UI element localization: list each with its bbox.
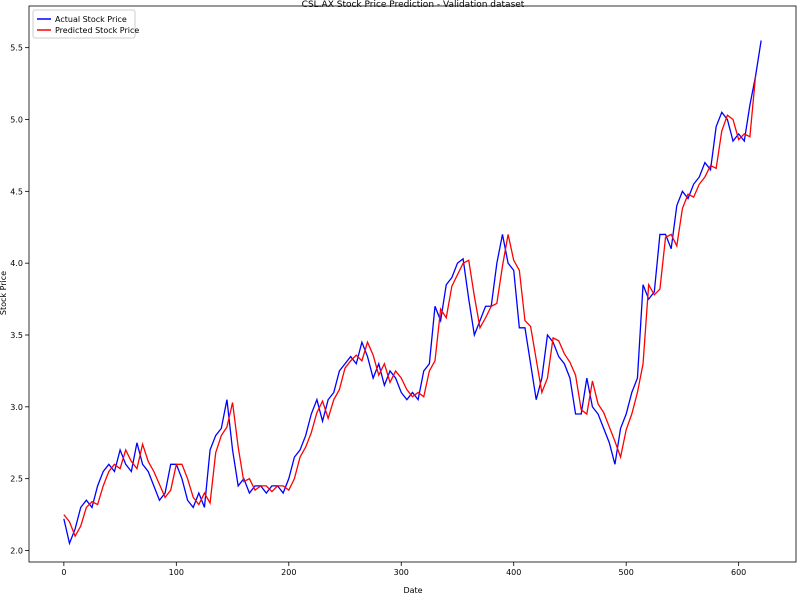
y-axis-label: Stock Price: [0, 271, 8, 315]
x-tick-label: 0: [61, 568, 66, 577]
y-tick-label: 5.0: [10, 115, 23, 124]
x-axis-label: Date: [403, 586, 422, 594]
y-tick-label: 3.5: [10, 331, 23, 340]
data-line: [63, 40, 762, 546]
x-tick-label: 400: [506, 568, 521, 577]
x-tick-label: 200: [281, 568, 296, 577]
x-tick-label: 300: [394, 568, 409, 577]
x-tick-label: 600: [731, 568, 746, 577]
legend-label: Predicted Stock Price: [55, 26, 139, 35]
x-tick-label: 100: [169, 568, 184, 577]
y-tick-label: 2.5: [10, 475, 23, 484]
plot-frame: [28, 5, 797, 563]
y-tick-label: 2.0: [10, 547, 23, 556]
x-tick-label: 500: [619, 568, 634, 577]
chart-title: CSL.AX Stock Price Prediction - Validati…: [302, 0, 525, 10]
y-tick-label: 5.5: [10, 44, 23, 53]
legend-label: Actual Stock Price: [55, 15, 127, 24]
data-line: [63, 76, 757, 538]
y-tick-label: 3.0: [10, 403, 23, 412]
y-tick-label: 4.5: [10, 187, 23, 196]
legend-box: [32, 9, 136, 39]
y-tick-label: 4.0: [10, 259, 23, 268]
